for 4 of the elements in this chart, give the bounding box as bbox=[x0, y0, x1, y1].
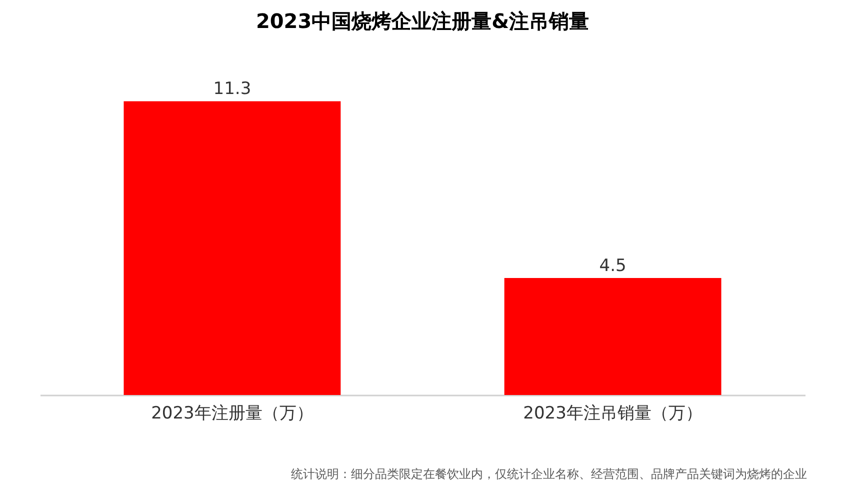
chart-title: 2023中国烧烤企业注册量&注吊销量 bbox=[256, 9, 590, 34]
text: 统计说明：细分品类限定在餐饮业内，仅统计企业名称、经营范围、品牌产品关键词为烧烤的企业 bbox=[291, 466, 807, 482]
data-label: 11.3 bbox=[213, 79, 252, 100]
data-label: 4.5 bbox=[599, 256, 626, 276]
